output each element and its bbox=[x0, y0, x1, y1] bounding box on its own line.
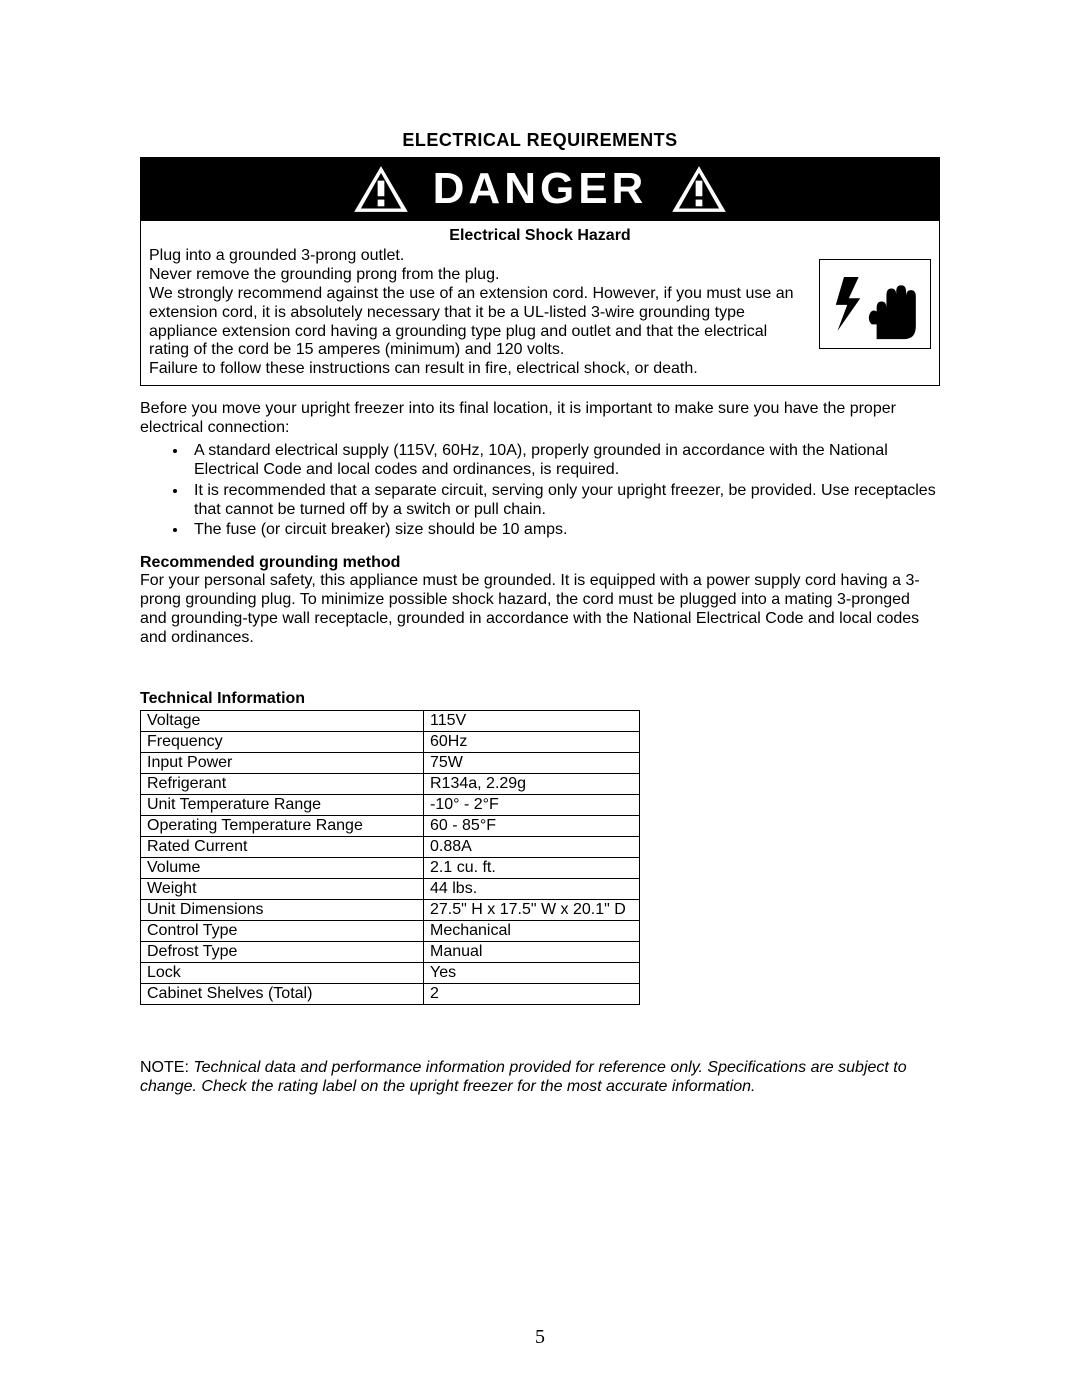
table-cell-key: Voltage bbox=[141, 710, 424, 731]
table-cell-key: Defrost Type bbox=[141, 941, 424, 962]
shock-hand-icon bbox=[826, 267, 924, 341]
table-cell-value: 44 lbs. bbox=[424, 878, 640, 899]
table-cell-value: Yes bbox=[424, 962, 640, 983]
table-cell-key: Frequency bbox=[141, 731, 424, 752]
table-cell-key: Operating Temperature Range bbox=[141, 815, 424, 836]
table-cell-key: Weight bbox=[141, 878, 424, 899]
table-row: LockYes bbox=[141, 962, 640, 983]
danger-banner: DANGER bbox=[140, 157, 940, 221]
table-row: Unit Temperature Range-10° - 2°F bbox=[141, 794, 640, 815]
page-number: 5 bbox=[0, 1326, 1080, 1349]
list-item: The fuse (or circuit breaker) size shoul… bbox=[188, 521, 940, 540]
table-cell-value: 115V bbox=[424, 710, 640, 731]
tech-info-heading: Technical Information bbox=[140, 690, 940, 708]
hazard-line: Failure to follow these instructions can… bbox=[149, 360, 807, 379]
note-paragraph: NOTE: Technical data and performance inf… bbox=[140, 1059, 940, 1097]
intro-paragraph: Before you move your upright freezer int… bbox=[140, 400, 940, 438]
table-row: Unit Dimensions27.5" H x 17.5" W x 20.1"… bbox=[141, 899, 640, 920]
table-cell-value: 0.88A bbox=[424, 836, 640, 857]
note-body: Technical data and performance informati… bbox=[140, 1059, 907, 1095]
warning-triangle-left-icon bbox=[353, 165, 409, 213]
table-cell-value: -10° - 2°F bbox=[424, 794, 640, 815]
table-row: RefrigerantR134a, 2.29g bbox=[141, 773, 640, 794]
shock-hand-icon-box bbox=[819, 259, 931, 349]
section-title: ELECTRICAL REQUIREMENTS bbox=[140, 130, 940, 151]
table-row: Frequency60Hz bbox=[141, 731, 640, 752]
table-cell-value: 27.5" H x 17.5" W x 20.1" D bbox=[424, 899, 640, 920]
table-cell-value: 60Hz bbox=[424, 731, 640, 752]
grounding-paragraph: For your personal safety, this appliance… bbox=[140, 572, 940, 648]
table-cell-key: Lock bbox=[141, 962, 424, 983]
table-cell-value: 2 bbox=[424, 983, 640, 1004]
table-cell-key: Rated Current bbox=[141, 836, 424, 857]
tech-info-table: Voltage115VFrequency60HzInput Power75WRe… bbox=[140, 710, 640, 1005]
table-row: Input Power75W bbox=[141, 752, 640, 773]
table-row: Weight44 lbs. bbox=[141, 878, 640, 899]
requirements-list: A standard electrical supply (115V, 60Hz… bbox=[140, 442, 940, 540]
hazard-title: Electrical Shock Hazard bbox=[149, 223, 931, 247]
table-row: Defrost TypeManual bbox=[141, 941, 640, 962]
hazard-text: Plug into a grounded 3-prong outlet. Nev… bbox=[149, 247, 807, 379]
grounding-heading: Recommended grounding method bbox=[140, 554, 940, 572]
hazard-box: Electrical Shock Hazard Plug into a grou… bbox=[140, 221, 940, 386]
table-cell-key: Unit Dimensions bbox=[141, 899, 424, 920]
table-row: Control TypeMechanical bbox=[141, 920, 640, 941]
table-cell-key: Cabinet Shelves (Total) bbox=[141, 983, 424, 1004]
table-cell-value: R134a, 2.29g bbox=[424, 773, 640, 794]
warning-triangle-right-icon bbox=[671, 165, 727, 213]
table-cell-key: Input Power bbox=[141, 752, 424, 773]
table-cell-value: 75W bbox=[424, 752, 640, 773]
list-item: It is recommended that a separate circui… bbox=[188, 482, 940, 520]
table-row: Cabinet Shelves (Total)2 bbox=[141, 983, 640, 1004]
table-cell-value: 2.1 cu. ft. bbox=[424, 857, 640, 878]
list-item: A standard electrical supply (115V, 60Hz… bbox=[188, 442, 940, 480]
table-row: Volume2.1 cu. ft. bbox=[141, 857, 640, 878]
note-label: NOTE: bbox=[140, 1059, 193, 1076]
hazard-line: Never remove the grounding prong from th… bbox=[149, 266, 807, 285]
table-row: Rated Current0.88A bbox=[141, 836, 640, 857]
table-cell-key: Unit Temperature Range bbox=[141, 794, 424, 815]
table-cell-value: Manual bbox=[424, 941, 640, 962]
hazard-line: Plug into a grounded 3-prong outlet. bbox=[149, 247, 807, 266]
hazard-line: We strongly recommend against the use of… bbox=[149, 285, 807, 361]
table-cell-value: 60 - 85°F bbox=[424, 815, 640, 836]
table-row: Operating Temperature Range60 - 85°F bbox=[141, 815, 640, 836]
table-cell-key: Control Type bbox=[141, 920, 424, 941]
danger-label: DANGER bbox=[433, 164, 648, 214]
table-cell-key: Volume bbox=[141, 857, 424, 878]
table-row: Voltage115V bbox=[141, 710, 640, 731]
table-cell-key: Refrigerant bbox=[141, 773, 424, 794]
table-cell-value: Mechanical bbox=[424, 920, 640, 941]
